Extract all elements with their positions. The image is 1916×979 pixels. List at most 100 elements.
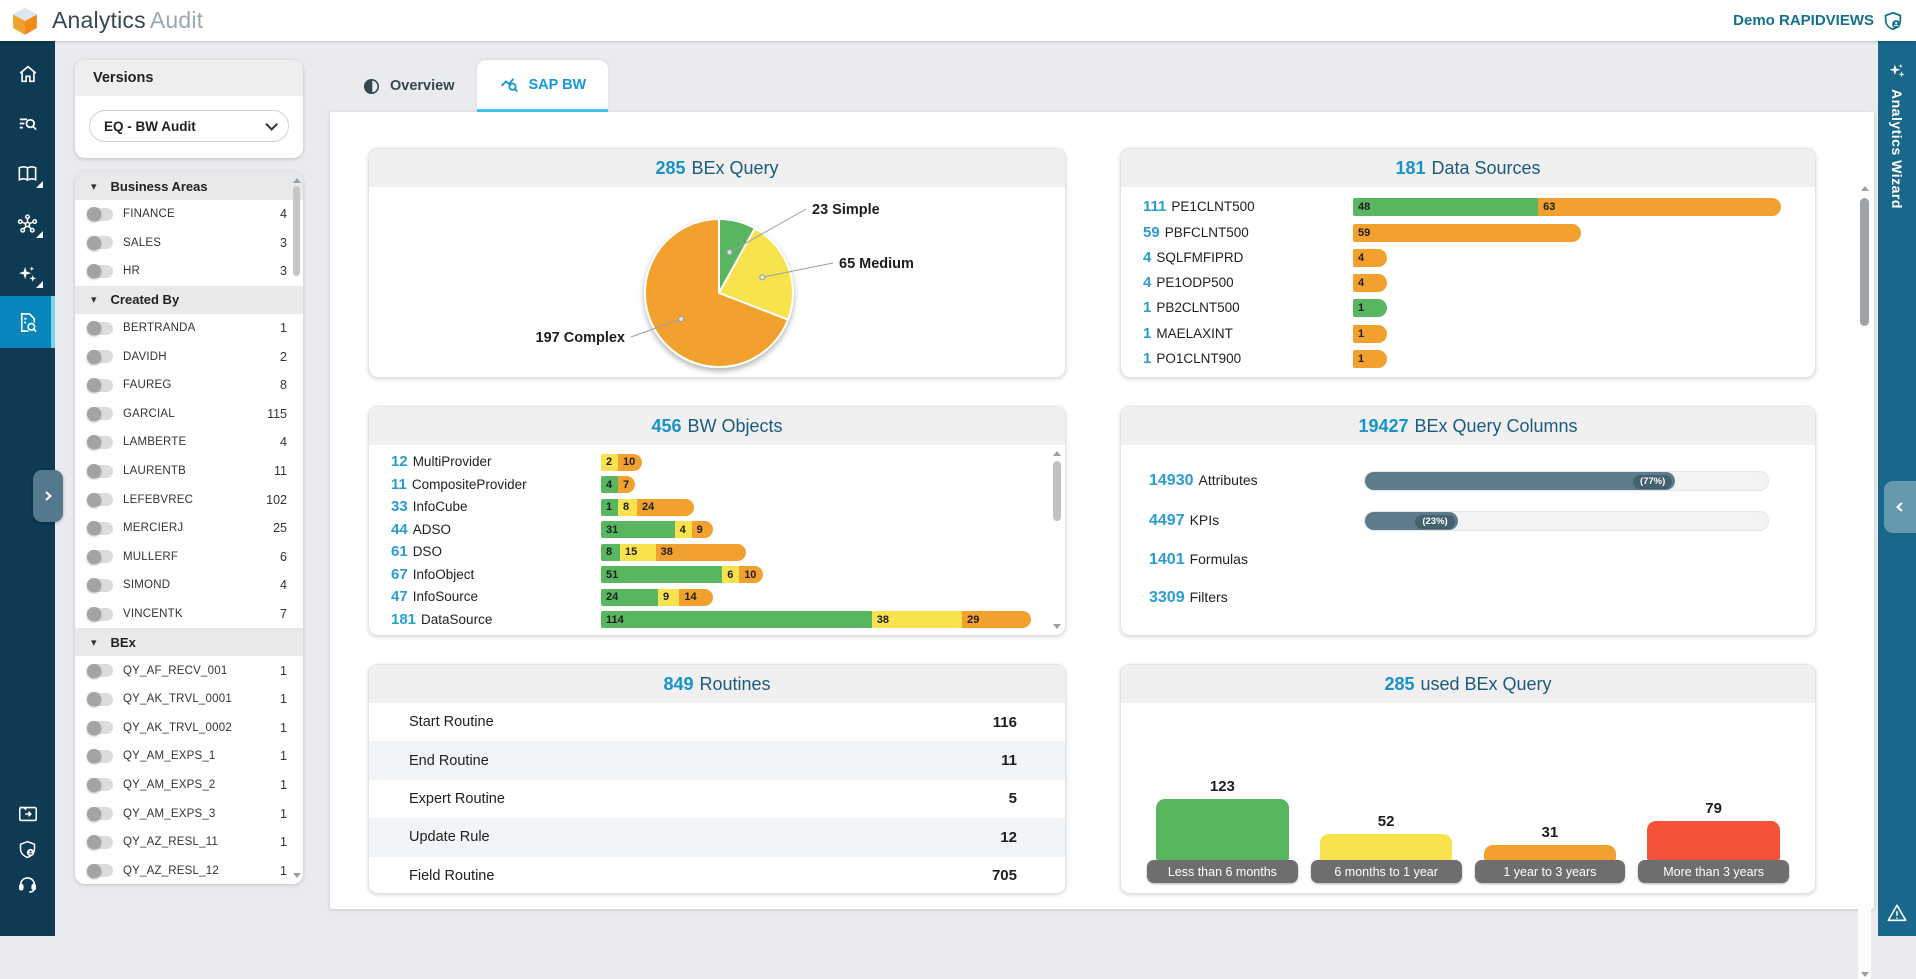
toggle-switch[interactable] [87, 321, 113, 336]
sidebar-item-export[interactable] [0, 789, 55, 839]
filter-item-qy-am-exps-3[interactable]: QY_AM_EXPS_3 1 [75, 799, 303, 828]
app-title-primary: Analytics [52, 7, 146, 33]
tab-bar: Overview SAP BW [340, 60, 609, 112]
sidebar-item-audit-active[interactable] [0, 296, 55, 348]
bw-objects-scrollbar[interactable] [1052, 449, 1062, 631]
filter-item-garcial[interactable]: GARCIAL 115 [75, 400, 303, 429]
filter-item-hr[interactable]: HR 3 [75, 257, 303, 286]
filter-item-qy-az-resl-12[interactable]: QY_AZ_RESL_12 1 [75, 856, 303, 884]
filter-item-count: 7 [280, 607, 287, 622]
scroll-down-arrow[interactable] [1053, 624, 1061, 629]
toggle-switch[interactable] [87, 349, 113, 364]
filter-item-count: 1 [280, 720, 287, 735]
toggle-switch[interactable] [87, 692, 113, 707]
user-shield-icon[interactable] [1882, 10, 1904, 32]
scroll-down-arrow[interactable] [293, 873, 301, 878]
filter-section-header-business-areas[interactable]: ▾ Business Areas [75, 172, 303, 200]
toggle-switch[interactable] [87, 264, 113, 279]
filter-item-sales[interactable]: SALES 3 [75, 229, 303, 258]
tab-sap-bw[interactable]: SAP BW [476, 60, 609, 112]
sidebar-item-network[interactable] [0, 199, 55, 249]
toggle-switch[interactable] [87, 207, 113, 222]
filter-item-label: FAUREG [123, 379, 172, 392]
filter-item-faureg[interactable]: FAUREG 8 [75, 371, 303, 400]
toggle-switch[interactable] [87, 806, 113, 821]
filter-item-bertranda[interactable]: BERTRANDA 1 [75, 314, 303, 343]
filter-item-mercierj[interactable]: MERCIERJ 25 [75, 514, 303, 543]
filter-item-qy-af-recv-001[interactable]: QY_AF_RECV_001 1 [75, 656, 303, 685]
row-count: 61 [391, 543, 408, 561]
scrollbar-thumb[interactable] [293, 186, 300, 276]
row-count: 44 [391, 520, 408, 538]
tab-overview[interactable]: Overview [340, 60, 477, 112]
sidebar-item-home[interactable] [0, 49, 55, 99]
toggle-switch[interactable] [87, 720, 113, 735]
row-count: 181 [391, 610, 417, 628]
filter-item-davidh[interactable]: DAVIDH 2 [75, 342, 303, 371]
scrollbar-thumb[interactable] [1860, 198, 1869, 326]
toggle-switch[interactable] [87, 235, 113, 250]
card-bex-query-columns-header: 19427 BEx Query Columns [1121, 407, 1815, 445]
filter-section-header-created-by[interactable]: ▾ Created By [75, 285, 303, 314]
filter-item-lefebvrec[interactable]: LEFEBVREC 102 [75, 485, 303, 514]
bar-segment-value: 15 [625, 546, 638, 559]
version-select[interactable]: EQ - BW Audit [89, 110, 289, 142]
toggle-switch[interactable] [87, 549, 113, 564]
filters-scrollbar[interactable] [292, 176, 301, 880]
scroll-up-arrow[interactable] [1053, 451, 1061, 456]
filter-item-qy-az-resl-11[interactable]: QY_AZ_RESL_11 1 [75, 828, 303, 857]
toggle-switch[interactable] [87, 749, 113, 764]
filter-item-finance[interactable]: FINANCE 4 [75, 200, 303, 229]
toggle-switch[interactable] [87, 521, 113, 536]
filter-item-mullerf[interactable]: MULLERF 6 [75, 543, 303, 572]
main-scrollbar[interactable] [1858, 184, 1871, 979]
app-logo-icon[interactable] [8, 4, 42, 38]
collapse-panel-button[interactable] [1884, 481, 1916, 533]
filter-item-qy-ak-trvl-0001[interactable]: QY_AK_TRVL_0001 1 [75, 685, 303, 714]
scrollbar-thumb[interactable] [1053, 461, 1061, 521]
progress-track: (23%) [1364, 511, 1769, 531]
toggle-switch[interactable] [87, 464, 113, 479]
sidebar-item-catalog[interactable] [0, 149, 55, 199]
card-value: 19427 [1358, 415, 1409, 436]
filter-item-laurentb[interactable]: LAURENTB 11 [75, 457, 303, 486]
filter-item-qy-am-exps-2[interactable]: QY_AM_EXPS_2 1 [75, 771, 303, 800]
sidebar-item-ai-assist[interactable] [0, 249, 55, 299]
row-bar: 4 [1353, 274, 1387, 292]
row-name: PBFCLNT500 [1164, 224, 1249, 240]
scroll-up-arrow[interactable] [1861, 186, 1869, 191]
filter-item-qy-am-exps-1[interactable]: QY_AM_EXPS_1 1 [75, 742, 303, 771]
scroll-up-arrow[interactable] [293, 178, 301, 183]
filter-item-simond[interactable]: SIMOND 4 [75, 571, 303, 600]
toggle-switch[interactable] [87, 607, 113, 622]
dashboard-panel: 285 BEx Query 23 Simple 65 Medium 197 Comp… [330, 112, 1874, 979]
bar-segment-orange: 10 [618, 453, 642, 471]
sidebar-item-search[interactable] [0, 99, 55, 149]
toggle-switch[interactable] [87, 406, 113, 421]
filter-item-qy-ak-trvl-0002[interactable]: QY_AK_TRVL_0002 1 [75, 714, 303, 743]
row-label: 1 MAELAXINT [1143, 325, 1353, 343]
toggle-switch[interactable] [87, 492, 113, 507]
bar-segment-value: 51 [606, 568, 619, 581]
bar-segment-orange: 63 [1538, 198, 1781, 217]
filter-item-count: 1 [280, 692, 287, 707]
toggle-switch[interactable] [87, 863, 113, 878]
used-bex-bar-less-than-6-months: 123 Less than 6 months [1147, 778, 1298, 883]
toggle-switch[interactable] [87, 663, 113, 678]
filter-item-vincentk[interactable]: VINCENTK 7 [75, 600, 303, 629]
toggle-switch[interactable] [87, 835, 113, 850]
scroll-down-arrow[interactable] [1861, 972, 1869, 977]
toggle-switch[interactable] [87, 378, 113, 393]
sidebar-item-account[interactable] [0, 824, 55, 874]
user-account-label[interactable]: Demo RAPIDVIEWS [1733, 12, 1874, 29]
sidebar-item-support[interactable] [0, 859, 55, 909]
row-name: KPIs [1189, 512, 1220, 528]
toggle-switch[interactable] [87, 777, 113, 792]
toggle-switch[interactable] [87, 435, 113, 450]
toggle-switch[interactable] [87, 578, 113, 593]
warning-icon[interactable] [1886, 902, 1908, 924]
filter-item-lamberte[interactable]: LAMBERTE 4 [75, 428, 303, 457]
analytics-wizard-rail[interactable]: Analytics Wizard [1878, 41, 1916, 936]
sidebar-expand-button[interactable] [33, 470, 63, 522]
filter-section-header-bex[interactable]: ▾ BEx [75, 628, 303, 657]
